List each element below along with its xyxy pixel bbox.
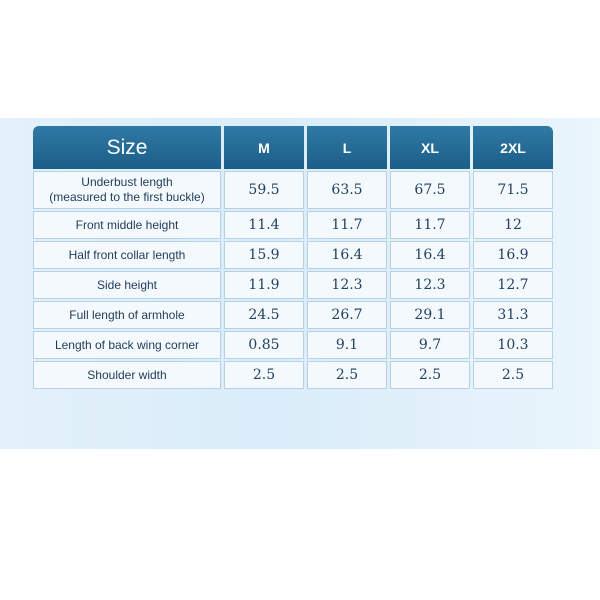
table-cell: 16.9 — [473, 241, 553, 269]
table-cell: 15.9 — [224, 241, 304, 269]
table-cell: 59.5 — [224, 171, 304, 209]
size-header-xl: XL — [390, 126, 470, 169]
table-cell: 2.5 — [473, 361, 553, 389]
table-cell: 9.1 — [307, 331, 387, 359]
header-row: Size M L XL 2XL — [33, 126, 553, 169]
table-cell: 11.4 — [224, 211, 304, 239]
table-cell: 12.7 — [473, 271, 553, 299]
table-row: Length of back wing corner 0.85 9.1 9.7 … — [33, 331, 553, 359]
row-label: Shoulder width — [33, 361, 221, 389]
row-label: Half front collar length — [33, 241, 221, 269]
table-cell: 24.5 — [224, 301, 304, 329]
table-cell: 12.3 — [307, 271, 387, 299]
table-cell: 26.7 — [307, 301, 387, 329]
table-row: Side height 11.9 12.3 12.3 12.7 — [33, 271, 553, 299]
table-cell: 12 — [473, 211, 553, 239]
table-row: Front middle height 11.4 11.7 11.7 12 — [33, 211, 553, 239]
size-header-label: Size — [33, 126, 221, 169]
row-label: Full length of armhole — [33, 301, 221, 329]
size-chart-table: Size M L XL 2XL Underbust length (measure… — [30, 124, 556, 391]
table-cell: 2.5 — [224, 361, 304, 389]
table-cell: 16.4 — [307, 241, 387, 269]
row-label: Underbust length (measured to the first b… — [33, 171, 221, 209]
table-cell: 11.7 — [307, 211, 387, 239]
row-label-line2: (measured to the first buckle) — [49, 190, 205, 204]
table-cell: 31.3 — [473, 301, 553, 329]
table-cell: 63.5 — [307, 171, 387, 209]
table-cell: 9.7 — [390, 331, 470, 359]
row-label: Front middle height — [33, 211, 221, 239]
size-header-m: M — [224, 126, 304, 169]
row-label: Length of back wing corner — [33, 331, 221, 359]
size-header-l: L — [307, 126, 387, 169]
table-cell: 71.5 — [473, 171, 553, 209]
table-cell: 2.5 — [307, 361, 387, 389]
table-cell: 16.4 — [390, 241, 470, 269]
table-row: Underbust length (measured to the first b… — [33, 171, 553, 209]
table-cell: 11.7 — [390, 211, 470, 239]
table-cell: 12.3 — [390, 271, 470, 299]
size-header-2xl: 2XL — [473, 126, 553, 169]
row-label: Side height — [33, 271, 221, 299]
table-cell: 0.85 — [224, 331, 304, 359]
table-cell: 10.3 — [473, 331, 553, 359]
table-cell: 67.5 — [390, 171, 470, 209]
row-label-line1: Underbust length — [81, 175, 173, 189]
table-row: Shoulder width 2.5 2.5 2.5 2.5 — [33, 361, 553, 389]
table-row: Full length of armhole 24.5 26.7 29.1 31… — [33, 301, 553, 329]
table-cell: 29.1 — [390, 301, 470, 329]
table-row: Half front collar length 15.9 16.4 16.4 … — [33, 241, 553, 269]
table-cell: 11.9 — [224, 271, 304, 299]
table-cell: 2.5 — [390, 361, 470, 389]
